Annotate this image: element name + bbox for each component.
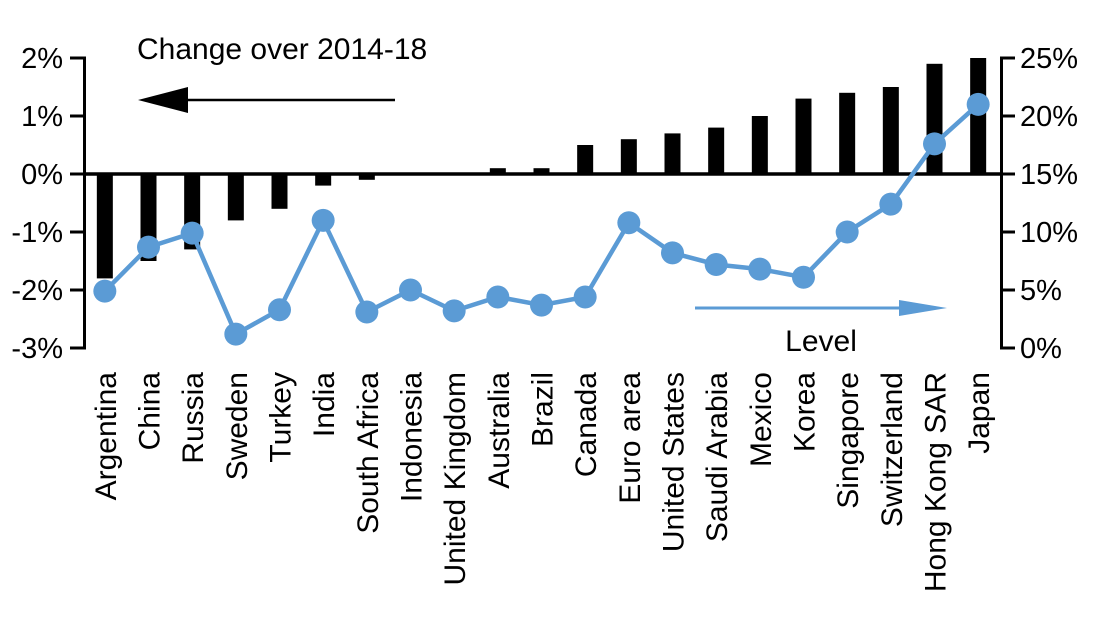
level-label: Level <box>785 325 857 358</box>
right-tick-label: 20% <box>1020 101 1078 133</box>
bar-20 <box>970 58 987 174</box>
level-point-6 <box>355 300 379 324</box>
bar-0 <box>96 174 113 279</box>
right-tick-label: 0% <box>1020 333 1062 365</box>
right-tick-label: 10% <box>1020 217 1078 249</box>
level-point-12 <box>617 211 641 235</box>
left-tick-label: 2% <box>21 43 63 75</box>
category-label-4: Turkey <box>265 372 298 463</box>
category-label-14: Saudi Arabia <box>701 372 734 542</box>
level-point-3 <box>224 322 248 346</box>
level-point-17 <box>835 220 859 244</box>
left-tick-label: 0% <box>21 159 63 191</box>
category-label-19: Hong Kong SAR <box>920 372 953 592</box>
level-point-20 <box>966 92 990 116</box>
change-left-arrow-icon <box>138 87 395 113</box>
level-point-2 <box>180 221 204 245</box>
level-point-8 <box>442 299 466 323</box>
category-label-11: Canada <box>570 372 603 477</box>
bar-16 <box>795 98 812 174</box>
left-tick-label: -3% <box>11 333 63 365</box>
category-label-17: Singapore <box>832 372 865 509</box>
category-label-10: Brazil <box>527 372 560 447</box>
level-point-19 <box>923 132 946 156</box>
bar-14 <box>708 127 725 174</box>
bar-3 <box>227 174 244 221</box>
category-label-8: United Kingdom <box>439 372 472 585</box>
category-label-6: South Africa <box>352 372 385 534</box>
bar-4 <box>271 174 288 209</box>
category-label-1: China <box>134 372 167 451</box>
right-tick-label: 15% <box>1020 159 1078 191</box>
bar-12 <box>620 139 637 174</box>
bar-6 <box>358 174 375 180</box>
bar-18 <box>882 87 899 174</box>
left-tick-label: -2% <box>11 275 63 307</box>
category-label-0: Argentina <box>90 372 123 501</box>
right-tick-label: 5% <box>1020 275 1062 307</box>
level-point-18 <box>879 192 903 216</box>
level-point-4 <box>268 298 291 322</box>
level-point-14 <box>704 252 728 276</box>
level-point-11 <box>573 285 597 309</box>
bar-10 <box>533 168 550 174</box>
category-label-15: Mexico <box>745 372 778 467</box>
category-label-5: India <box>308 372 341 437</box>
level-point-13 <box>661 241 684 265</box>
level-point-0 <box>93 279 117 303</box>
bar-19 <box>926 63 943 174</box>
bar-15 <box>751 116 768 174</box>
bar-9 <box>489 168 506 174</box>
right-tick-label: 25% <box>1020 43 1078 75</box>
category-label-12: Euro area <box>614 372 647 504</box>
level-right-arrow-icon <box>695 300 947 316</box>
category-label-9: Australia <box>483 372 516 489</box>
category-label-2: Russia <box>177 372 210 464</box>
category-label-18: Switzerland <box>876 372 909 527</box>
level-point-15 <box>748 257 772 281</box>
category-label-16: Korea <box>789 372 822 452</box>
level-point-16 <box>792 265 815 289</box>
bar-13 <box>664 133 681 174</box>
category-label-20: Japan <box>963 372 996 454</box>
level-point-9 <box>486 285 510 309</box>
bar-11 <box>577 145 594 174</box>
level-point-1 <box>137 235 160 259</box>
category-label-3: Sweden <box>221 372 254 480</box>
category-label-13: United States <box>658 372 691 552</box>
level-point-5 <box>311 208 335 232</box>
level-point-10 <box>530 293 553 317</box>
category-label-7: Indonesia <box>396 372 429 502</box>
bar-17 <box>839 92 856 174</box>
chart-title: Change over 2014-18 <box>137 33 428 66</box>
bar-5 <box>315 174 332 186</box>
level-point-7 <box>399 278 422 302</box>
left-tick-label: 1% <box>21 101 63 133</box>
left-tick-label: -1% <box>11 217 63 249</box>
